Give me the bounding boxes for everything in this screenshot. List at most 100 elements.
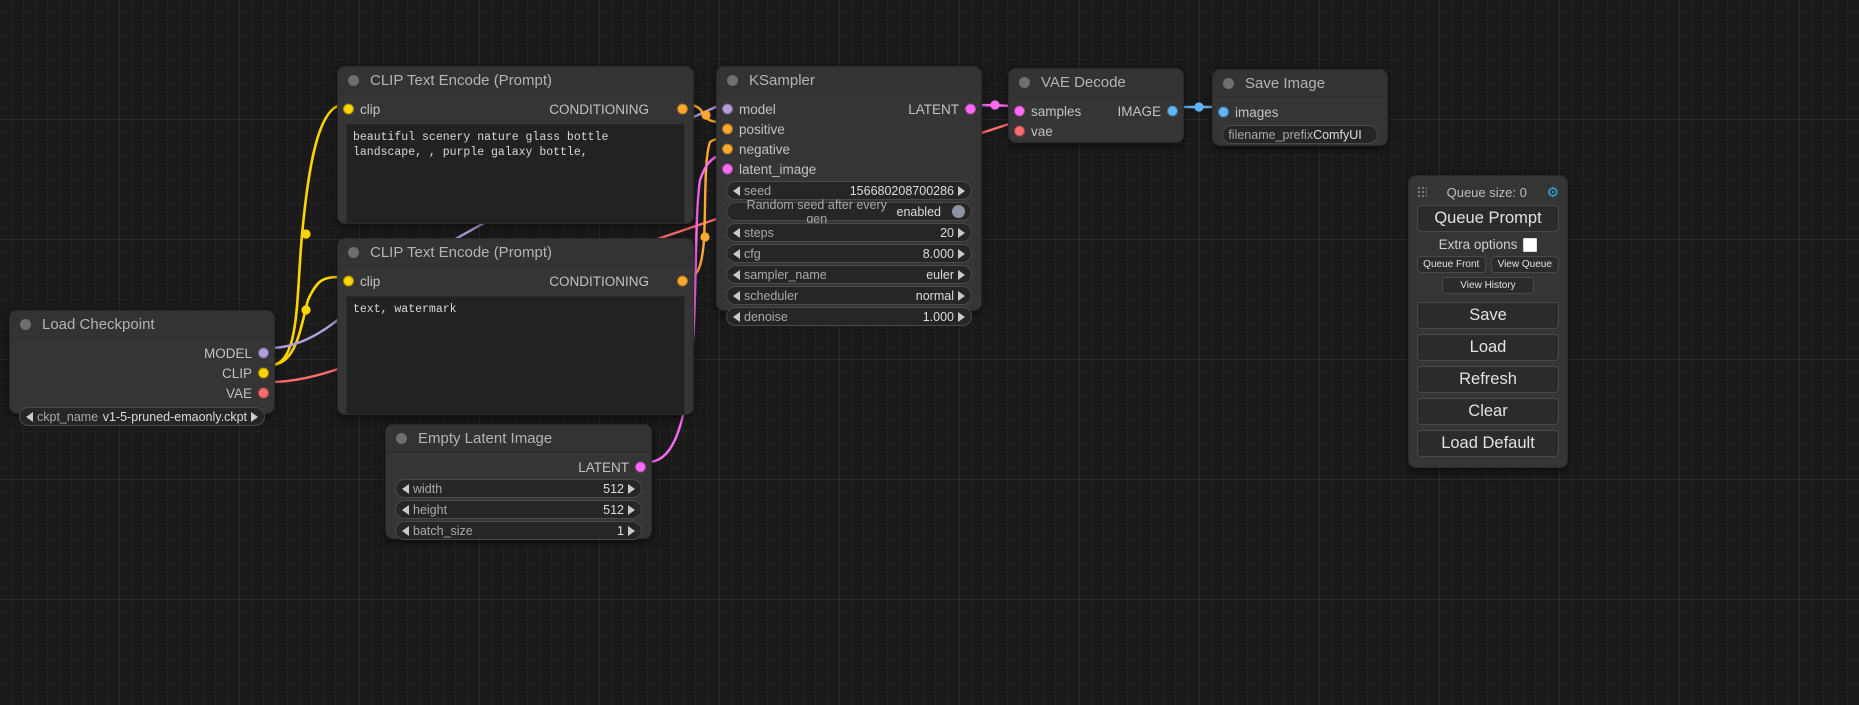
increment-arrow-icon[interactable] <box>958 227 965 238</box>
node-title-bar[interactable]: KSampler <box>717 67 981 95</box>
decrement-arrow-icon[interactable] <box>733 290 740 301</box>
node-empty-latent-image[interactable]: Empty Latent Image LATENT width 512 heig… <box>385 424 652 540</box>
collapse-dot-icon[interactable] <box>348 75 359 86</box>
refresh-button[interactable]: Refresh <box>1417 366 1559 393</box>
decrement-arrow-icon[interactable] <box>733 227 740 238</box>
queue-prompt-button[interactable]: Queue Prompt <box>1417 205 1559 232</box>
decrement-arrow-icon[interactable] <box>402 525 409 536</box>
slot-positive-input[interactable]: positive <box>717 119 981 139</box>
node-save-image[interactable]: Save Image images filename_prefix ComfyU… <box>1212 69 1388 146</box>
queue-front-button[interactable]: Queue Front <box>1417 256 1486 273</box>
increment-arrow-icon[interactable] <box>958 185 965 196</box>
menu-header[interactable]: Queue size: 0 ⚙ <box>1417 183 1559 201</box>
decrement-arrow-icon[interactable] <box>402 504 409 515</box>
view-queue-button[interactable]: View Queue <box>1490 256 1559 273</box>
increment-arrow-icon[interactable] <box>958 290 965 301</box>
increment-arrow-icon[interactable] <box>628 504 635 515</box>
increment-arrow-icon[interactable] <box>628 483 635 494</box>
decrement-arrow-icon[interactable] <box>733 269 740 280</box>
slot-clip-output[interactable]: CLIP <box>10 363 274 383</box>
collapse-dot-icon[interactable] <box>396 433 407 444</box>
node-title-bar[interactable]: CLIP Text Encode (Prompt) <box>338 239 693 267</box>
decrement-arrow-icon[interactable] <box>26 411 33 422</box>
model-port-icon[interactable] <box>258 347 269 359</box>
slot-images-input[interactable]: images <box>1213 102 1387 122</box>
load-button[interactable]: Load <box>1417 334 1559 361</box>
node-ksampler[interactable]: KSampler model LATENT positive negative … <box>716 66 982 326</box>
latent-port-icon[interactable] <box>722 163 733 175</box>
prompt-textarea[interactable]: text, watermark <box>346 296 685 415</box>
widget-seed[interactable]: seed 156680208700286 <box>726 181 972 200</box>
clip-port-icon[interactable] <box>258 367 269 379</box>
collapse-dot-icon[interactable] <box>727 75 738 86</box>
increment-arrow-icon[interactable] <box>958 311 965 322</box>
extra-options-row[interactable]: Extra options <box>1417 237 1559 252</box>
slot-model-input[interactable]: model LATENT <box>717 99 981 119</box>
decrement-arrow-icon[interactable] <box>733 311 740 322</box>
clear-button[interactable]: Clear <box>1417 398 1559 425</box>
drag-handle-icon[interactable] <box>1417 186 1427 198</box>
slot-vae-output[interactable]: VAE <box>10 383 274 403</box>
widget-filename-prefix[interactable]: filename_prefix ComfyUI <box>1222 125 1378 144</box>
node-vae-decode[interactable]: VAE Decode samples IMAGE vae <box>1008 68 1184 143</box>
increment-arrow-icon[interactable] <box>628 525 635 536</box>
widget-steps[interactable]: steps 20 <box>726 223 972 242</box>
decrement-arrow-icon[interactable] <box>402 483 409 494</box>
widget-ckpt-name[interactable]: ckpt_name v1-5-pruned-emaonly.ckpt <box>19 407 265 426</box>
increment-arrow-icon[interactable] <box>958 248 965 259</box>
slot-samples-input[interactable]: samples IMAGE <box>1009 101 1183 121</box>
widget-height[interactable]: height 512 <box>395 500 642 519</box>
slot-vae-input[interactable]: vae <box>1009 121 1183 141</box>
image-port-icon[interactable] <box>1218 106 1229 118</box>
widget-width[interactable]: width 512 <box>395 479 642 498</box>
collapse-dot-icon[interactable] <box>1223 78 1234 89</box>
collapse-dot-icon[interactable] <box>20 319 31 330</box>
node-title-bar[interactable]: Save Image <box>1213 70 1387 98</box>
latent-port-icon[interactable] <box>965 103 976 115</box>
vae-port-icon[interactable] <box>1014 125 1025 137</box>
load-default-button[interactable]: Load Default <box>1417 430 1559 457</box>
decrement-arrow-icon[interactable] <box>733 248 740 259</box>
increment-arrow-icon[interactable] <box>251 411 258 422</box>
slot-clip-input[interactable]: clip CONDITIONING <box>338 271 693 291</box>
widget-sampler-name[interactable]: sampler_name euler <box>726 265 972 284</box>
conditioning-port-icon[interactable] <box>722 123 733 135</box>
image-port-icon[interactable] <box>1167 105 1178 117</box>
extra-options-checkbox[interactable] <box>1523 237 1538 252</box>
node-load-checkpoint[interactable]: Load Checkpoint MODEL CLIP VAE ckpt_name… <box>9 310 275 426</box>
widget-cfg[interactable]: cfg 8.000 <box>726 244 972 263</box>
clip-port-icon[interactable] <box>343 275 354 287</box>
widget-random-seed-toggle[interactable]: Random seed after every gen enabled <box>726 198 972 226</box>
slot-negative-input[interactable]: negative <box>717 139 981 159</box>
save-button[interactable]: Save <box>1417 302 1559 329</box>
collapse-dot-icon[interactable] <box>348 247 359 258</box>
gear-icon[interactable]: ⚙ <box>1546 184 1559 200</box>
conditioning-port-icon[interactable] <box>677 103 688 115</box>
increment-arrow-icon[interactable] <box>958 269 965 280</box>
decrement-arrow-icon[interactable] <box>733 185 740 196</box>
node-title-bar[interactable]: Load Checkpoint <box>10 311 274 339</box>
slot-clip-input[interactable]: clip CONDITIONING <box>338 99 693 119</box>
view-history-button[interactable]: View History <box>1442 277 1534 294</box>
widget-batch-size[interactable]: batch_size 1 <box>395 521 642 540</box>
node-clip-text-encode-positive[interactable]: CLIP Text Encode (Prompt) clip CONDITION… <box>337 66 694 224</box>
collapse-dot-icon[interactable] <box>1019 77 1030 88</box>
prompt-textarea[interactable]: beautiful scenery nature glass bottle la… <box>346 124 685 224</box>
toggle-knob-icon[interactable] <box>952 205 965 218</box>
widget-scheduler[interactable]: scheduler normal <box>726 286 972 305</box>
vae-port-icon[interactable] <box>258 387 269 399</box>
node-title-bar[interactable]: Empty Latent Image <box>386 425 651 453</box>
latent-port-icon[interactable] <box>635 461 646 473</box>
conditioning-port-icon[interactable] <box>722 143 733 155</box>
conditioning-port-icon[interactable] <box>677 275 688 287</box>
clip-port-icon[interactable] <box>343 103 354 115</box>
node-title-bar[interactable]: CLIP Text Encode (Prompt) <box>338 67 693 95</box>
widget-denoise[interactable]: denoise 1.000 <box>726 307 972 326</box>
slot-latent-image-input[interactable]: latent_image <box>717 159 981 179</box>
node-clip-text-encode-negative[interactable]: CLIP Text Encode (Prompt) clip CONDITION… <box>337 238 694 415</box>
slot-latent-output[interactable]: LATENT <box>386 457 651 477</box>
model-port-icon[interactable] <box>722 103 733 115</box>
comfy-menu-panel[interactable]: Queue size: 0 ⚙ Queue Prompt Extra optio… <box>1408 175 1568 468</box>
latent-port-icon[interactable] <box>1014 105 1025 117</box>
